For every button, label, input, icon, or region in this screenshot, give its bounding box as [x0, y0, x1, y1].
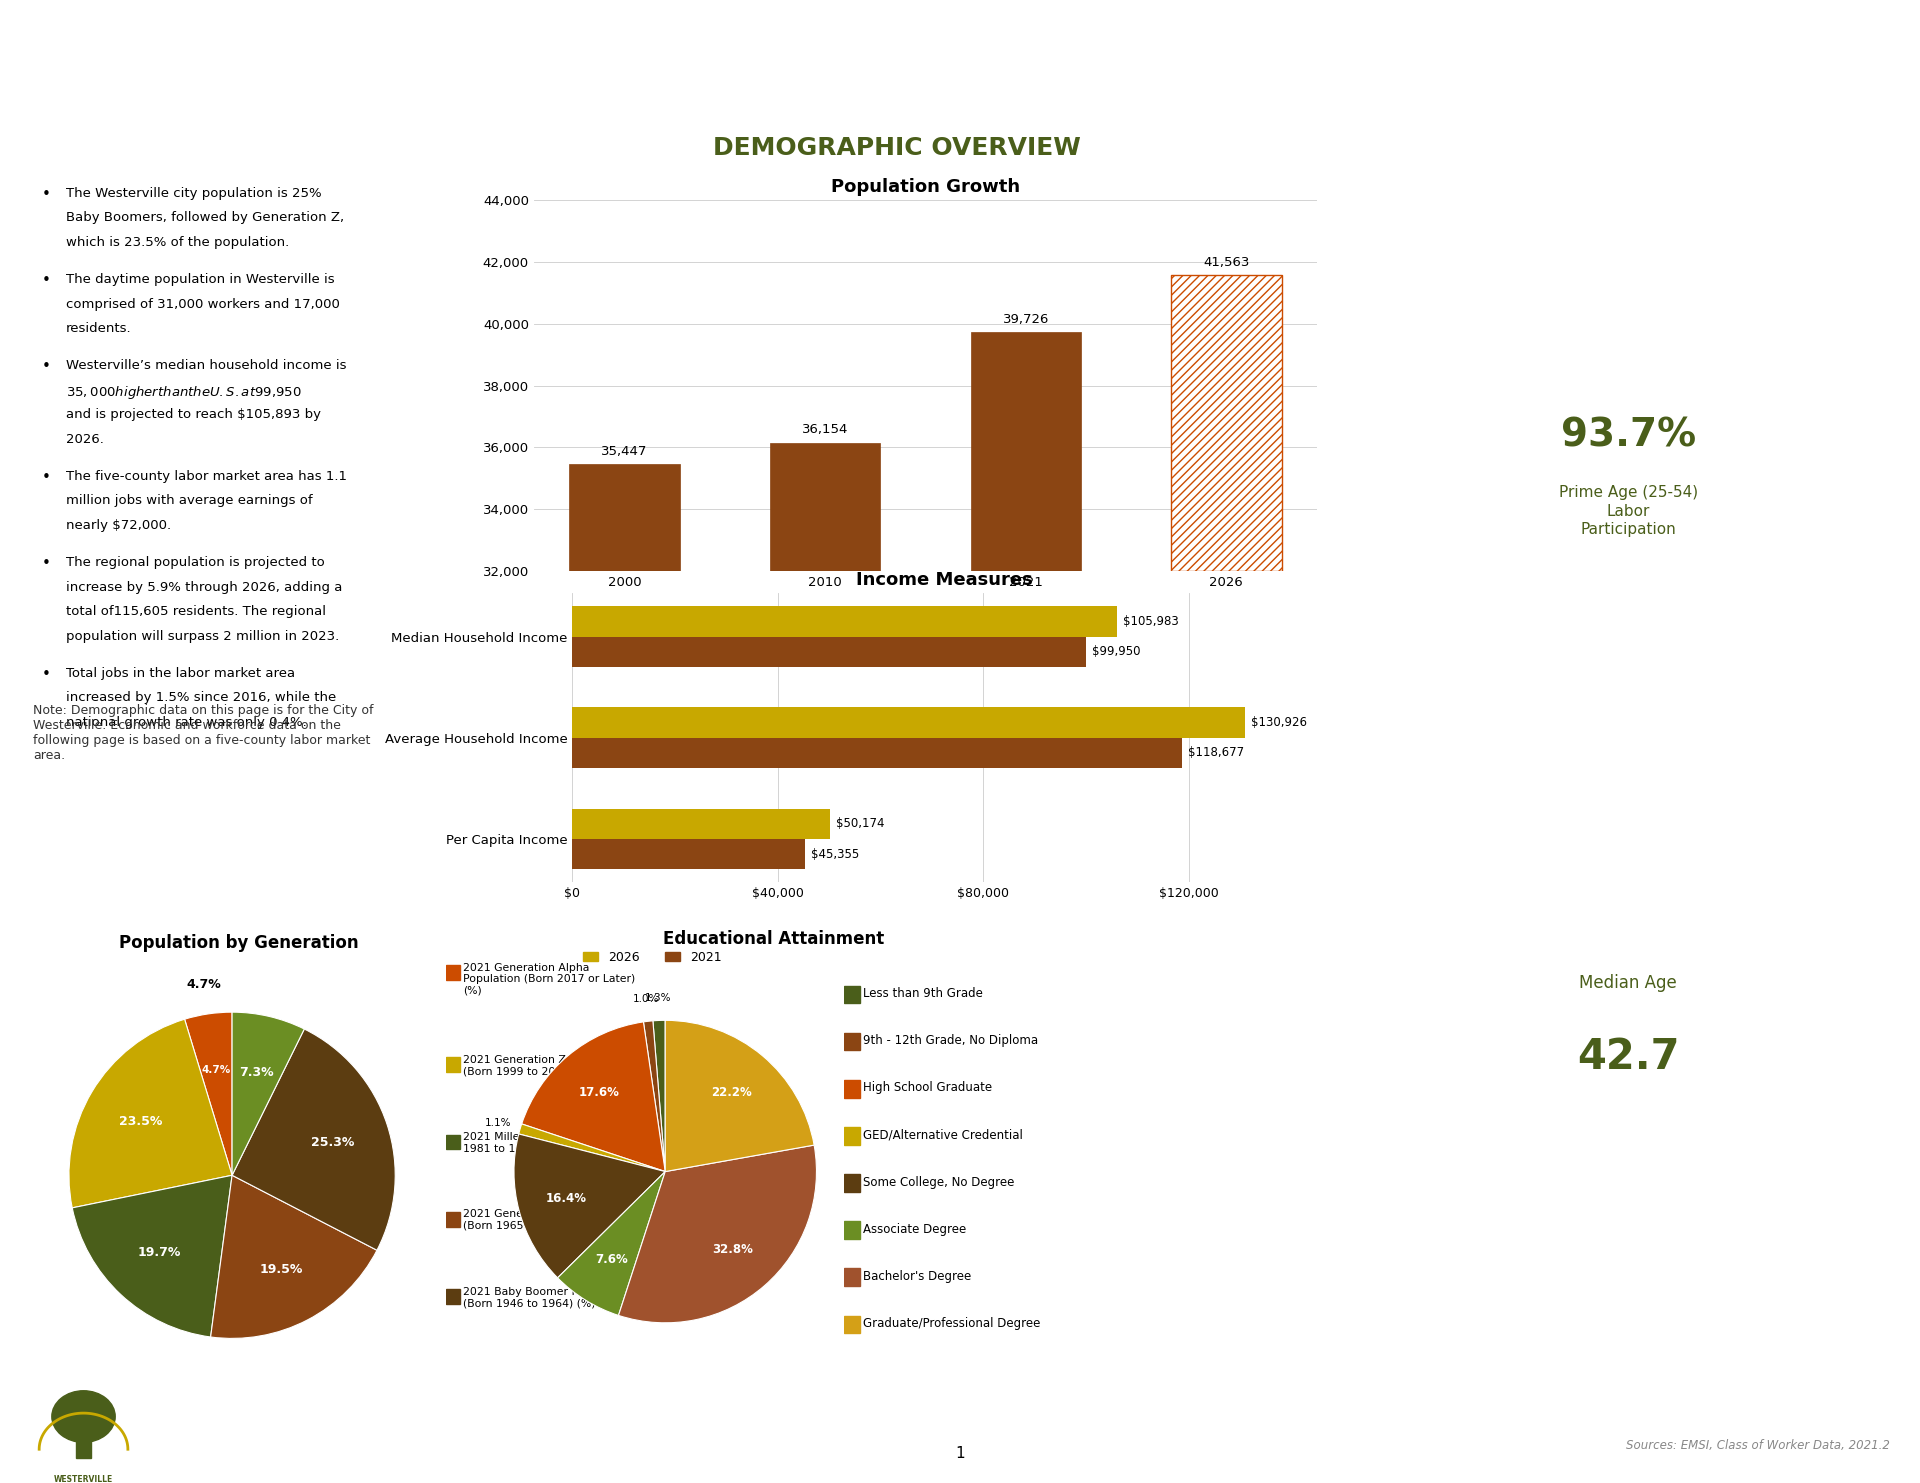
Text: 9th - 12th Grade, No Diploma: 9th - 12th Grade, No Diploma — [864, 1034, 1039, 1047]
Text: $105,983: $105,983 — [1123, 615, 1179, 627]
Text: residents.: residents. — [65, 322, 132, 335]
Text: The daytime population in Westerville is: The daytime population in Westerville is — [65, 273, 334, 286]
Text: $50,174: $50,174 — [835, 817, 885, 830]
Wedge shape — [515, 1134, 664, 1278]
Title: Population Growth: Population Growth — [831, 178, 1020, 196]
Text: 17.6%: 17.6% — [578, 1086, 620, 1099]
Text: 48,050: 48,050 — [1553, 231, 1703, 270]
Bar — [845, 1268, 860, 1286]
Text: 25%: 25% — [1582, 1158, 1674, 1197]
Text: 2021 Generation Z Population
(Born 1999 to 2016) (%): 2021 Generation Z Population (Born 1999 … — [463, 1056, 626, 1077]
Text: $35,000 higher than the U.S. at $99,950: $35,000 higher than the U.S. at $99,950 — [65, 384, 301, 400]
Text: •: • — [42, 273, 50, 288]
Text: 2021 Generation Alpha
Population (Born 2017 or Later)
(%): 2021 Generation Alpha Population (Born 2… — [463, 962, 636, 995]
Text: 2%: 2% — [1596, 787, 1661, 826]
Bar — [845, 1175, 860, 1192]
Text: 22.2%: 22.2% — [710, 1086, 751, 1099]
Bar — [845, 1080, 860, 1097]
Text: increased by 1.5% since 2016, while the: increased by 1.5% since 2016, while the — [65, 691, 336, 704]
Text: and is projected to reach $105,893 by: and is projected to reach $105,893 by — [65, 408, 321, 421]
Text: •: • — [42, 556, 50, 571]
Text: WESTERVILLE: WESTERVILLE — [54, 1476, 113, 1483]
Text: Daytime
Population: Daytime Population — [1588, 308, 1668, 343]
Text: 2021 Millennial Population (Born
1981 to 1998) (%): 2021 Millennial Population (Born 1981 to… — [463, 1133, 639, 1154]
Text: 16.4%: 16.4% — [545, 1192, 586, 1204]
Text: High School Graduate: High School Graduate — [864, 1081, 993, 1094]
Text: •: • — [42, 667, 50, 682]
Text: 2022 CITY OF WESTERVILLE ECONOMIC PROFILE: 2022 CITY OF WESTERVILLE ECONOMIC PROFIL… — [396, 27, 1524, 68]
Text: 36,154: 36,154 — [803, 424, 849, 436]
Wedge shape — [557, 1172, 664, 1315]
Text: nearly $72,000.: nearly $72,000. — [65, 519, 171, 532]
Text: Total jobs in the labor market area: Total jobs in the labor market area — [65, 667, 296, 679]
Bar — [445, 1289, 461, 1304]
Text: Median Age: Median Age — [1580, 974, 1676, 992]
Bar — [572, 737, 1183, 768]
Text: 2021 Baby Boomer Population
(Born 1946 to 1964) (%): 2021 Baby Boomer Population (Born 1946 t… — [463, 1286, 630, 1308]
Bar — [770, 442, 879, 571]
Text: 1.0%: 1.0% — [632, 994, 659, 1004]
Bar — [1171, 276, 1281, 571]
Text: Sources: EMSI, Class of Worker Data, 2021.2: Sources: EMSI, Class of Worker Data, 202… — [1626, 1440, 1889, 1452]
Text: 2021 Generation X Population
(Born 1965 to 1980) (%): 2021 Generation X Population (Born 1965 … — [463, 1210, 626, 1231]
Text: Prime Age (25-54)
Labor
Participation: Prime Age (25-54) Labor Participation — [1559, 485, 1697, 537]
Bar — [445, 1134, 461, 1149]
Text: national growth rate was only 0.4%.: national growth rate was only 0.4%. — [65, 716, 307, 728]
Wedge shape — [211, 1175, 376, 1338]
Wedge shape — [69, 1019, 232, 1207]
Wedge shape — [618, 1145, 816, 1323]
Text: 39,726: 39,726 — [1002, 313, 1048, 326]
Text: Less than 9th Grade: Less than 9th Grade — [864, 988, 983, 1000]
Text: DEMOGRAPHIC OVERVIEW: DEMOGRAPHIC OVERVIEW — [712, 136, 1081, 160]
Text: GED/Alternative Credential: GED/Alternative Credential — [864, 1129, 1023, 1142]
Text: $118,677: $118,677 — [1188, 746, 1244, 759]
Text: 1.3%: 1.3% — [645, 992, 672, 1003]
Text: The regional population is projected to: The regional population is projected to — [65, 556, 324, 569]
Circle shape — [52, 1391, 115, 1443]
Text: $118,677: $118,677 — [1526, 602, 1730, 641]
Text: CITY OF WESTERVILLE
QUICK FACTS: CITY OF WESTERVILLE QUICK FACTS — [1528, 133, 1728, 169]
Bar — [572, 808, 829, 839]
Bar — [845, 1127, 860, 1145]
Bar — [445, 965, 461, 980]
Text: •: • — [42, 359, 50, 374]
Text: KEY POINTS: KEY POINTS — [319, 144, 420, 159]
Text: $99,950: $99,950 — [1092, 645, 1140, 658]
Text: 25.3%: 25.3% — [311, 1136, 355, 1149]
Bar — [845, 1032, 860, 1050]
Text: The Westerville city population is 25%: The Westerville city population is 25% — [65, 187, 323, 200]
Text: Associate Degree: Associate Degree — [864, 1223, 966, 1235]
Wedge shape — [232, 1011, 303, 1175]
Text: 4.7%: 4.7% — [186, 979, 221, 991]
Text: 42.7: 42.7 — [1576, 1035, 1680, 1078]
Bar — [570, 464, 680, 571]
Text: $130,926: $130,926 — [1252, 716, 1308, 730]
Text: 2021-2026 Annual
Increase in
Household Income: 2021-2026 Annual Increase in Household I… — [1557, 856, 1699, 908]
Text: 23.5%: 23.5% — [119, 1115, 163, 1127]
Legend: 2026, 2021: 2026, 2021 — [578, 946, 726, 968]
Text: population will surpass 2 million in 2023.: population will surpass 2 million in 202… — [65, 630, 340, 642]
Text: which is 23.5% of the population.: which is 23.5% of the population. — [65, 236, 290, 249]
Bar — [845, 1222, 860, 1238]
Bar — [445, 1057, 461, 1072]
Wedge shape — [184, 1011, 232, 1175]
Text: 35,447: 35,447 — [601, 445, 647, 458]
Text: Educational Attainment: Educational Attainment — [662, 930, 883, 948]
Text: Baby Boomers in
Population: Baby Boomers in Population — [1563, 1235, 1693, 1269]
Wedge shape — [664, 1020, 814, 1172]
Text: Some College, No Degree: Some College, No Degree — [864, 1176, 1014, 1189]
Wedge shape — [518, 1124, 664, 1172]
Text: 93.7%: 93.7% — [1561, 417, 1695, 455]
Text: Graduate/Professional Degree: Graduate/Professional Degree — [864, 1317, 1041, 1330]
Text: 4.7%: 4.7% — [202, 1065, 230, 1075]
Text: increase by 5.9% through 2026, adding a: increase by 5.9% through 2026, adding a — [65, 581, 342, 593]
Text: 2026.: 2026. — [65, 433, 104, 446]
Bar — [1171, 276, 1281, 571]
Text: 32.8%: 32.8% — [712, 1243, 753, 1256]
Text: Bachelor's Degree: Bachelor's Degree — [864, 1269, 972, 1283]
Text: 1: 1 — [954, 1446, 966, 1461]
Wedge shape — [232, 1029, 396, 1250]
Text: Note: Demographic data on this page is for the City of
Westerville. Economic and: Note: Demographic data on this page is f… — [33, 704, 374, 762]
Text: 41,563: 41,563 — [1204, 257, 1250, 270]
Bar — [972, 332, 1081, 571]
